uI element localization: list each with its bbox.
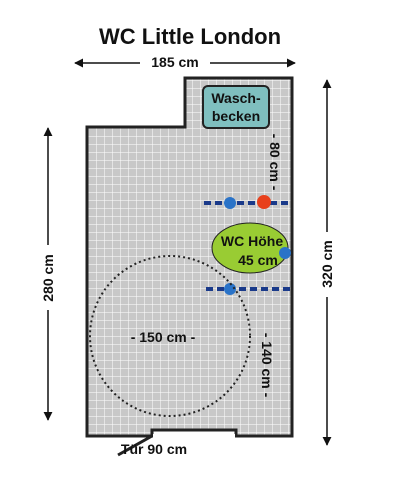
left-dimension-label: 280 cm [40, 254, 56, 301]
wc-clearance-label: - 140 cm - [259, 333, 275, 398]
door-swing-line [117, 434, 153, 457]
upper-grab-bar-marker [224, 197, 236, 209]
red-marker [257, 195, 271, 209]
door-label: Tür 90 cm [121, 441, 187, 457]
right-dimension-label-bg [317, 232, 337, 297]
plan-title: WC Little London [99, 24, 281, 49]
left-dimension-label-bg [38, 245, 58, 310]
wc-flush-marker [279, 247, 291, 259]
top-dimension-label-bg [140, 53, 210, 71]
lower-grab-bar-marker [224, 283, 236, 295]
basin-clearance-label: - 80 cm - [267, 134, 283, 191]
wc-label-line2: 45 cm [238, 252, 278, 268]
wc-label-line1: WC Höhe [221, 233, 283, 249]
turning-circle-label: - 150 cm - [131, 329, 196, 345]
right-dimension-label: 320 cm [319, 240, 335, 287]
turning-circle [89, 255, 251, 417]
top-dimension-label: 185 cm [151, 54, 198, 70]
wash-basin-label-line2: becken [212, 108, 260, 124]
wash-basin [202, 85, 270, 129]
wash-basin-label-line1: Wasch- [211, 90, 261, 106]
room-floor [85, 76, 294, 438]
